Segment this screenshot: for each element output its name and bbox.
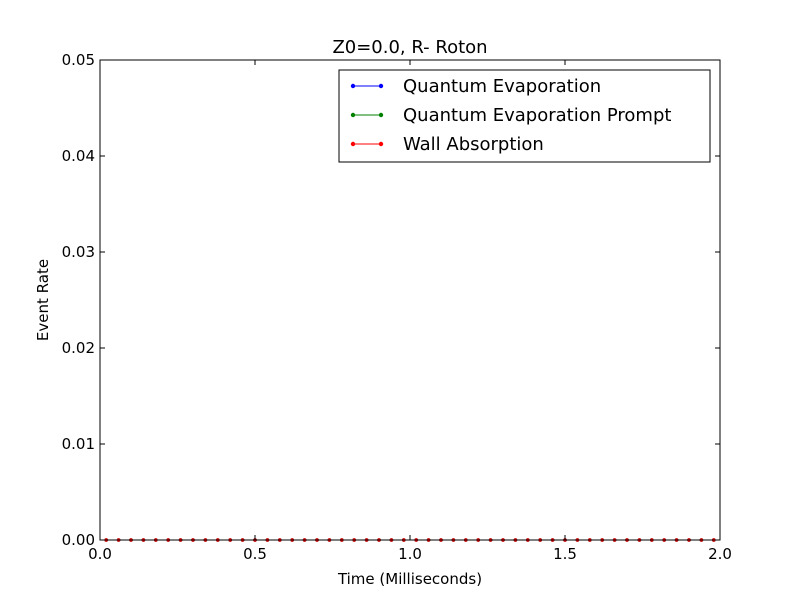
legend-label: Quantum Evaporation (403, 76, 601, 97)
y-tick-label: 0.04 (62, 147, 95, 165)
chart-title: Z0=0.0, R- Roton (332, 37, 487, 58)
plot-area-frame (99, 59, 721, 541)
legend-label: Quantum Evaporation Prompt (403, 105, 671, 126)
x-tick-label: 0.5 (243, 545, 267, 563)
legend-item: Quantum Evaporation Prompt (350, 105, 671, 126)
x-tick-label: 1.0 (398, 545, 422, 563)
legend-label: Wall Absorption (403, 134, 544, 155)
y-tick-label: 0.01 (62, 435, 95, 453)
x-tick-label: 0.0 (88, 545, 112, 563)
y-tick-label: 0.02 (62, 339, 95, 357)
legend-box (338, 69, 711, 163)
legend-item: Wall Absorption (350, 134, 544, 155)
y-axis-label: Event Rate (34, 259, 52, 341)
x-tick-label: 2.0 (708, 545, 732, 563)
x-tick-label: 1.5 (553, 545, 577, 563)
x-axis-label: Time (Milliseconds) (337, 570, 482, 588)
legend-marker (378, 83, 384, 89)
legend-marker (350, 83, 356, 89)
y-tick-label: 0.05 (62, 51, 95, 69)
legend-marker (350, 141, 356, 147)
y-tick-label: 0.00 (62, 531, 95, 549)
legend: Quantum Evaporation Quantum Evaporation P… (338, 69, 711, 163)
legend-item: Quantum Evaporation (350, 76, 601, 97)
legend-marker (378, 141, 384, 147)
legend-marker (378, 112, 384, 118)
y-tick-label: 0.03 (62, 243, 95, 261)
legend-marker (350, 112, 356, 118)
